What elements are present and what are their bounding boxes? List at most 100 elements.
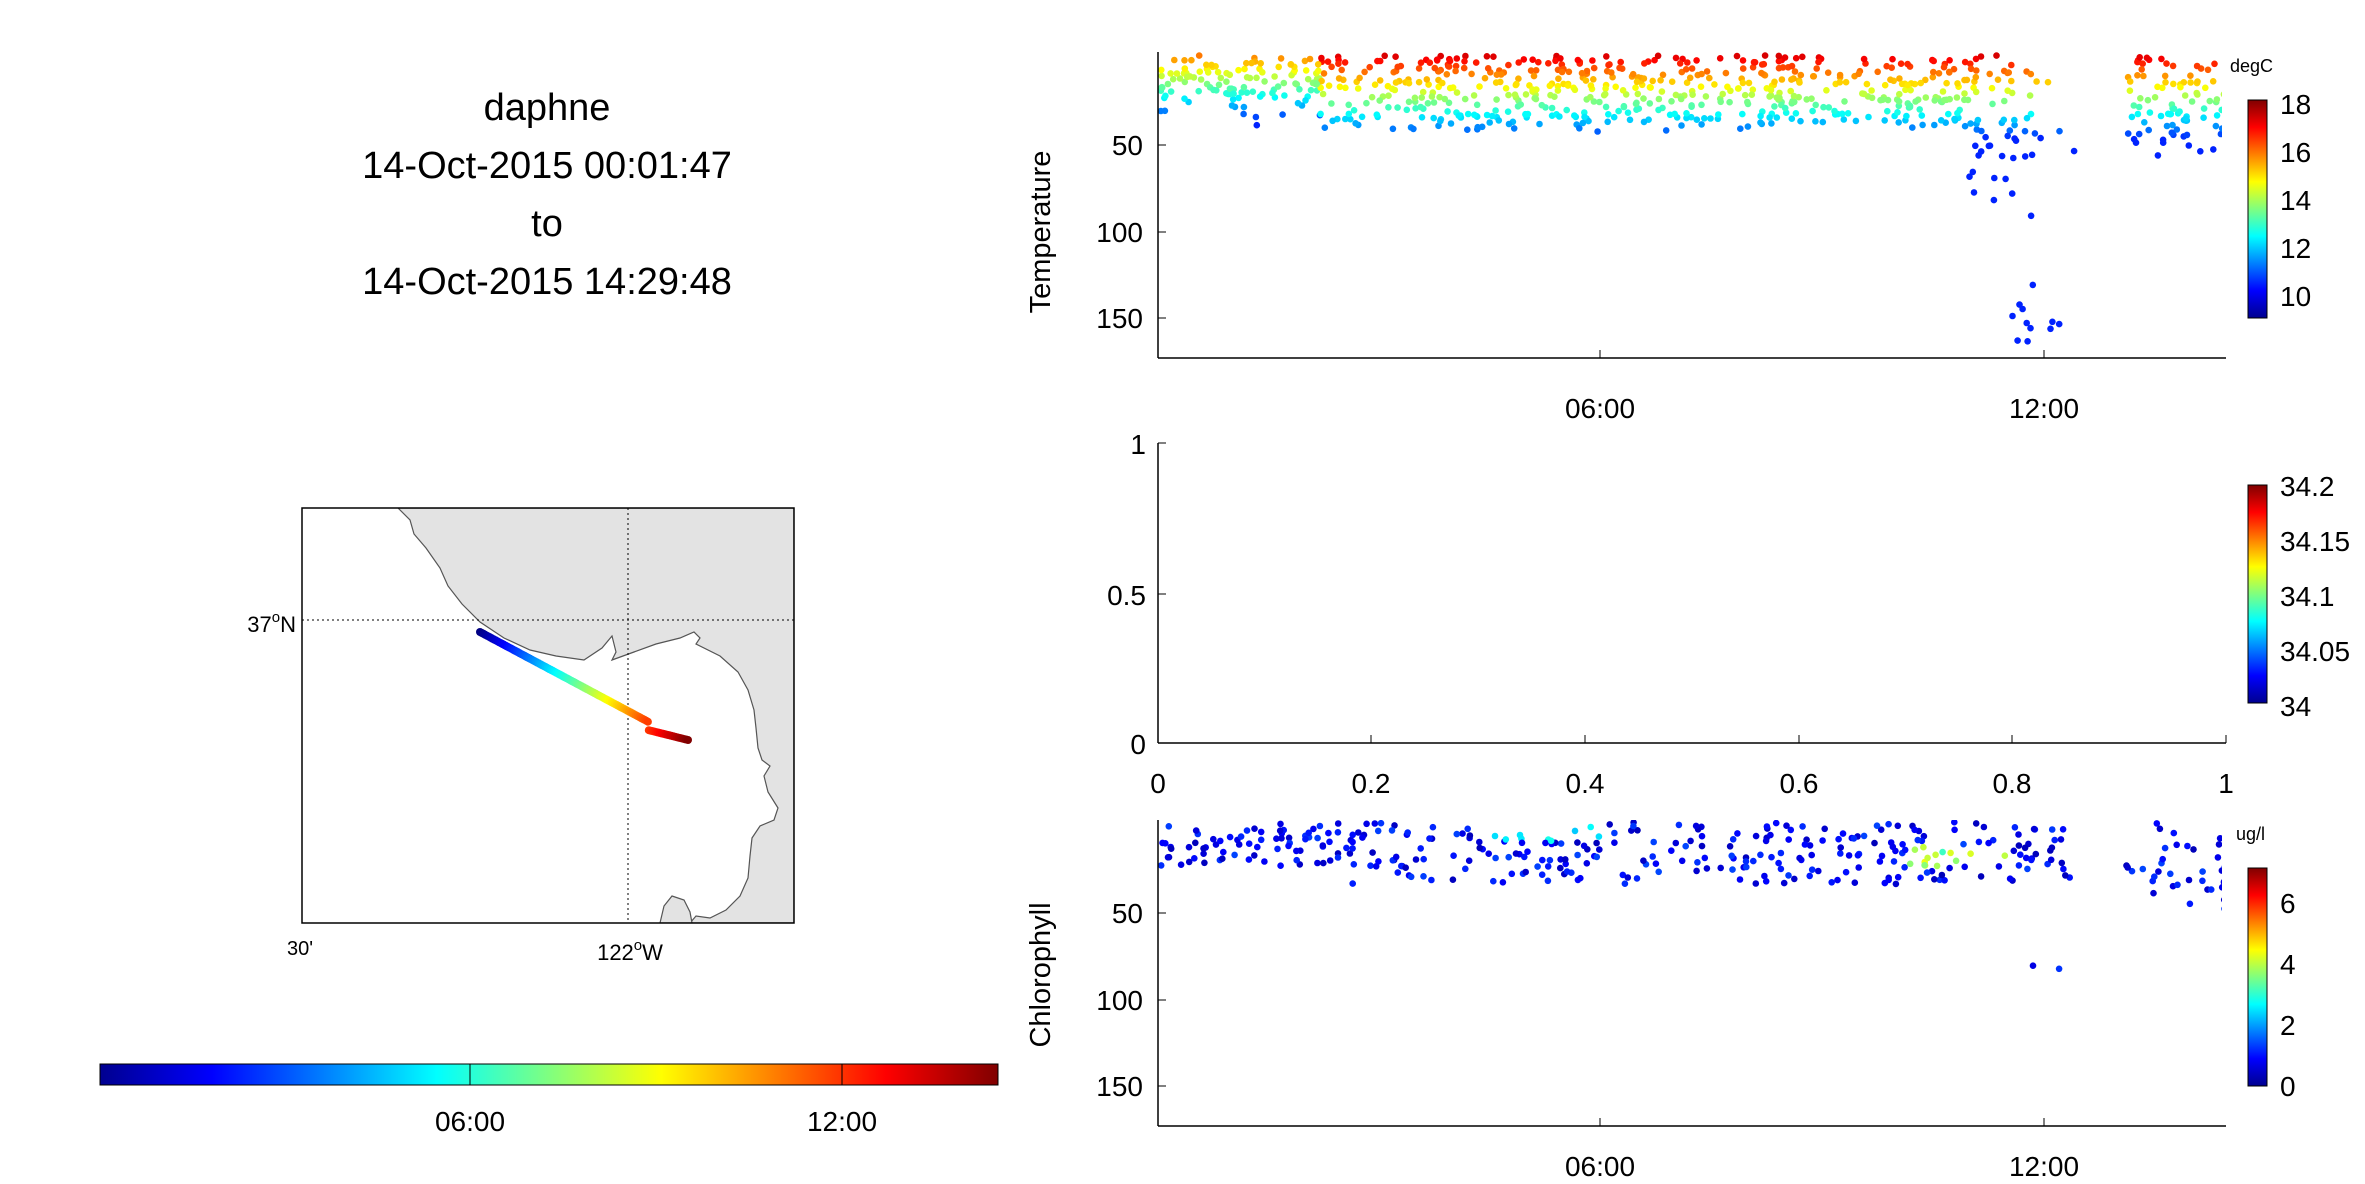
data-point: [2185, 142, 2193, 149]
colorbar-tick-label: 14: [2280, 185, 2311, 216]
data-point: [2159, 136, 2167, 144]
data-point: [1505, 61, 1512, 69]
data-point: [1603, 53, 1610, 60]
colorbar-tick-label: 0: [2280, 1071, 2296, 1102]
data-point: [1208, 61, 1215, 69]
data-point: [2128, 113, 2136, 121]
data-point: [1394, 104, 1401, 111]
data-point: [1748, 91, 1756, 98]
data-point: [1790, 92, 1798, 100]
data-point: [1762, 837, 1770, 845]
temperature-colorbar: degC 10 12 14 16 18: [2230, 56, 2311, 319]
data-point: [1418, 94, 1425, 101]
data-point: [1745, 79, 1753, 87]
data-point: [1722, 69, 1730, 77]
data-point: [1914, 836, 1922, 844]
time-colorbar-tick-label: 12:00: [807, 1106, 877, 1137]
data-point: [1767, 86, 1775, 94]
data-point: [1977, 873, 1985, 880]
data-point: [1828, 879, 1835, 886]
data-point: [1972, 55, 1980, 63]
data-point: [2217, 130, 2222, 138]
data-point: [1563, 868, 1571, 875]
data-point: [1536, 120, 1543, 128]
data-point: [2011, 824, 2019, 831]
data-point: [1633, 875, 1641, 882]
data-point: [2031, 130, 2039, 137]
data-point: [2183, 131, 2191, 139]
data-point: [2159, 855, 2166, 863]
data-point: [1777, 849, 1785, 857]
data-point: [1269, 89, 1276, 97]
y-tick-label: 0.5: [1107, 580, 1146, 611]
data-point: [1334, 829, 1342, 836]
data-point: [1229, 96, 1237, 103]
data-point: [2140, 72, 2147, 80]
data-point: [1819, 837, 1826, 844]
data-point: [1698, 70, 1705, 78]
data-point: [1517, 101, 1524, 108]
data-point: [1777, 865, 1785, 873]
x-tick-label: 1: [2218, 768, 2234, 799]
data-point: [1257, 828, 1265, 836]
data-point: [1929, 73, 1937, 81]
data-point: [1326, 838, 1333, 846]
data-point: [1773, 94, 1781, 101]
data-point: [1511, 91, 1519, 98]
data-point: [1453, 830, 1461, 838]
data-point: [1492, 107, 1499, 114]
data-point: [1585, 117, 1592, 125]
data-point: [1619, 87, 1627, 94]
data-point: [1192, 827, 1200, 834]
data-point: [2060, 865, 2067, 873]
vehicle-track: [476, 628, 692, 744]
data-point: [1158, 66, 1165, 74]
data-point: [1277, 55, 1285, 62]
data-point: [1604, 118, 1611, 126]
data-point: [2144, 96, 2152, 104]
data-point: [1320, 859, 1327, 867]
data-point: [1471, 111, 1478, 119]
data-point: [1757, 112, 1764, 120]
data-point: [1757, 119, 1764, 126]
data-point: [2027, 110, 2035, 118]
data-point: [2021, 153, 2029, 160]
data-point: [1610, 113, 1618, 121]
data-point: [2200, 105, 2208, 112]
data-point: [1881, 117, 1888, 124]
data-point: [1896, 75, 1903, 82]
data-point: [1787, 87, 1794, 95]
data-point: [1217, 837, 1224, 845]
data-point: [1701, 115, 1708, 122]
data-point: [1574, 851, 1581, 859]
data-point: [1906, 860, 1914, 868]
data-point: [1741, 91, 1749, 99]
data-point: [1563, 106, 1570, 114]
temperature-ylabel: Temperature: [1025, 151, 1057, 314]
data-point: [1775, 52, 1783, 60]
data-point: [1565, 68, 1573, 76]
data-point: [1313, 80, 1321, 88]
data-point: [1249, 88, 1257, 95]
data-point: [1887, 76, 1894, 83]
data-point: [1692, 822, 1700, 830]
data-point: [1726, 98, 1733, 106]
data-point: [1974, 116, 1982, 124]
data-point: [1605, 111, 1612, 118]
data-point: [1907, 86, 1914, 94]
data-point: [2187, 72, 2194, 79]
data-point: [1527, 67, 1535, 74]
data-point: [1744, 98, 1751, 106]
data-point: [1943, 79, 1950, 87]
data-point: [1238, 89, 1245, 96]
data-point: [1417, 59, 1425, 66]
data-point: [1277, 820, 1284, 828]
data-point: [1314, 61, 1322, 68]
data-point: [1640, 75, 1648, 82]
data-point: [1468, 70, 1475, 78]
lon-label-left: 30': [287, 938, 313, 960]
data-point: [1921, 861, 1928, 869]
lon-label-right: 122oW: [597, 937, 663, 965]
data-point: [2215, 841, 2222, 848]
data-point: [1707, 115, 1714, 122]
